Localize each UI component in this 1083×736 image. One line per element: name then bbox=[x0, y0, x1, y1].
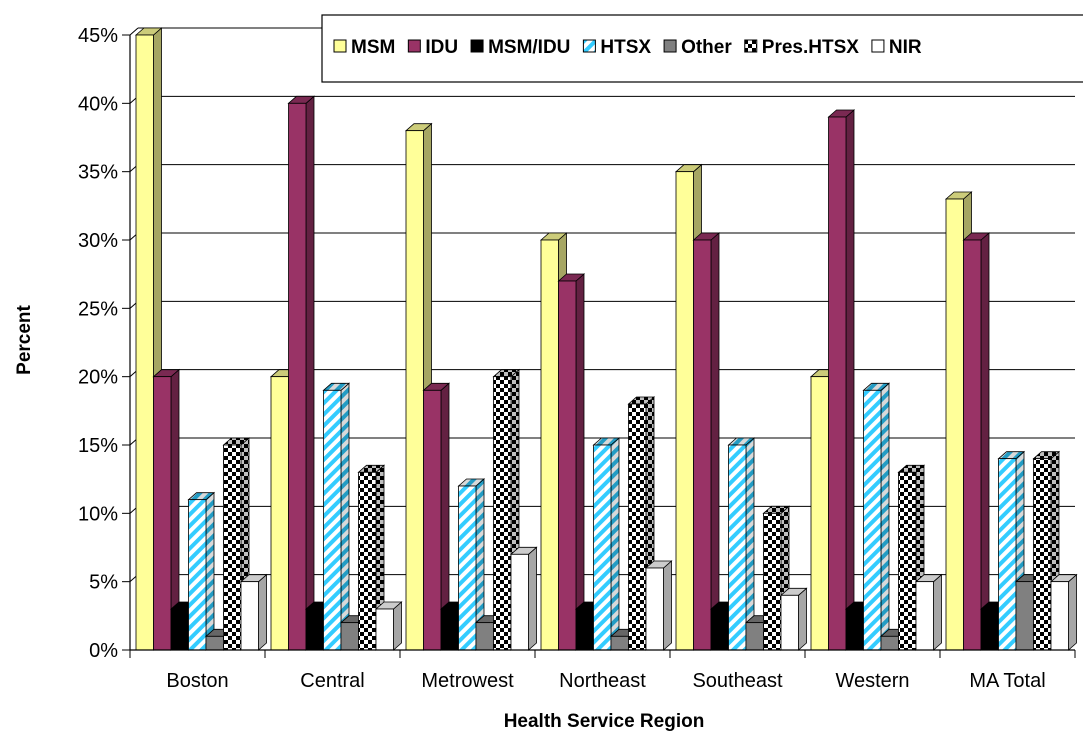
legend-label: Other bbox=[681, 37, 732, 58]
bar-htsx-western bbox=[862, 382, 891, 651]
bar-htsx-metrowest bbox=[457, 478, 486, 651]
legend-label: Pres.HTSX bbox=[762, 37, 859, 58]
bar-idu-boston bbox=[152, 368, 181, 651]
bar-nir-central bbox=[374, 601, 403, 651]
y-tick-label: 35% bbox=[78, 162, 118, 184]
legend-swatch bbox=[582, 39, 596, 53]
y-tick-label: 25% bbox=[78, 298, 118, 320]
legend-label: MSM bbox=[351, 37, 395, 58]
y-tick-label: 20% bbox=[78, 367, 118, 389]
bar-idu-northeast bbox=[557, 273, 586, 651]
legend-label: IDU bbox=[425, 37, 458, 58]
y-axis-title: Percent bbox=[14, 304, 35, 374]
y-tick-label: 5% bbox=[89, 572, 118, 594]
legend-swatch bbox=[744, 39, 758, 53]
x-tick-label: Southeast bbox=[692, 670, 783, 692]
bar-nir-southeast bbox=[779, 587, 808, 651]
legend-swatch bbox=[663, 39, 677, 53]
bar-idu-central bbox=[287, 95, 316, 651]
legend-label: HTSX bbox=[600, 37, 651, 58]
y-tick-label: 0% bbox=[89, 640, 118, 662]
bar-nir-western bbox=[914, 573, 943, 651]
y-tick-label: 10% bbox=[78, 503, 118, 525]
bar-htsx-boston bbox=[187, 491, 216, 651]
x-axis-title: Health Service Region bbox=[504, 711, 705, 732]
y-tick-label: 30% bbox=[78, 230, 118, 252]
x-tick-label: Western bbox=[835, 670, 909, 692]
y-tick-label: 15% bbox=[78, 435, 118, 457]
bar-idu-metrowest bbox=[422, 382, 451, 651]
legend-swatch bbox=[470, 39, 484, 53]
legend-swatch bbox=[407, 39, 421, 53]
x-tick-label: MA Total bbox=[969, 670, 1045, 692]
gridline-depth bbox=[129, 27, 139, 36]
legend-swatch bbox=[333, 39, 347, 53]
bar-htsx-northeast bbox=[592, 437, 621, 651]
bar-nir-ma-total bbox=[1049, 573, 1078, 651]
y-tick-label: 45% bbox=[78, 25, 118, 47]
bar-idu-western bbox=[827, 109, 856, 651]
legend-box bbox=[321, 14, 1083, 83]
bar-idu-ma-total bbox=[962, 232, 991, 651]
bar-nir-northeast bbox=[644, 560, 673, 651]
bar-htsx-southeast bbox=[727, 437, 756, 651]
axes: 0% 5% 10% 15% 20% 25% 30% 35% 40% 45% Boston Centra… bbox=[78, 25, 1076, 692]
bar-htsx-central bbox=[322, 382, 351, 651]
bars bbox=[134, 27, 1078, 651]
x-tick-label: Central bbox=[300, 670, 364, 692]
bar-nir-metrowest bbox=[509, 546, 538, 651]
legend-label: NIR bbox=[889, 37, 922, 58]
bar-nir-boston bbox=[239, 573, 268, 651]
x-tick-label: Northeast bbox=[559, 670, 646, 692]
legend-swatch bbox=[871, 39, 885, 53]
bar-idu-southeast bbox=[692, 232, 721, 651]
legend-label: MSM/IDU bbox=[488, 37, 570, 58]
legend: MSM IDU MSM/IDU HTSX Other Pres.HTSX NIR bbox=[321, 14, 1083, 83]
x-tick-label: Metrowest bbox=[421, 670, 514, 692]
x-tick-label: Boston bbox=[166, 670, 228, 692]
y-tick-label: 40% bbox=[78, 93, 118, 115]
